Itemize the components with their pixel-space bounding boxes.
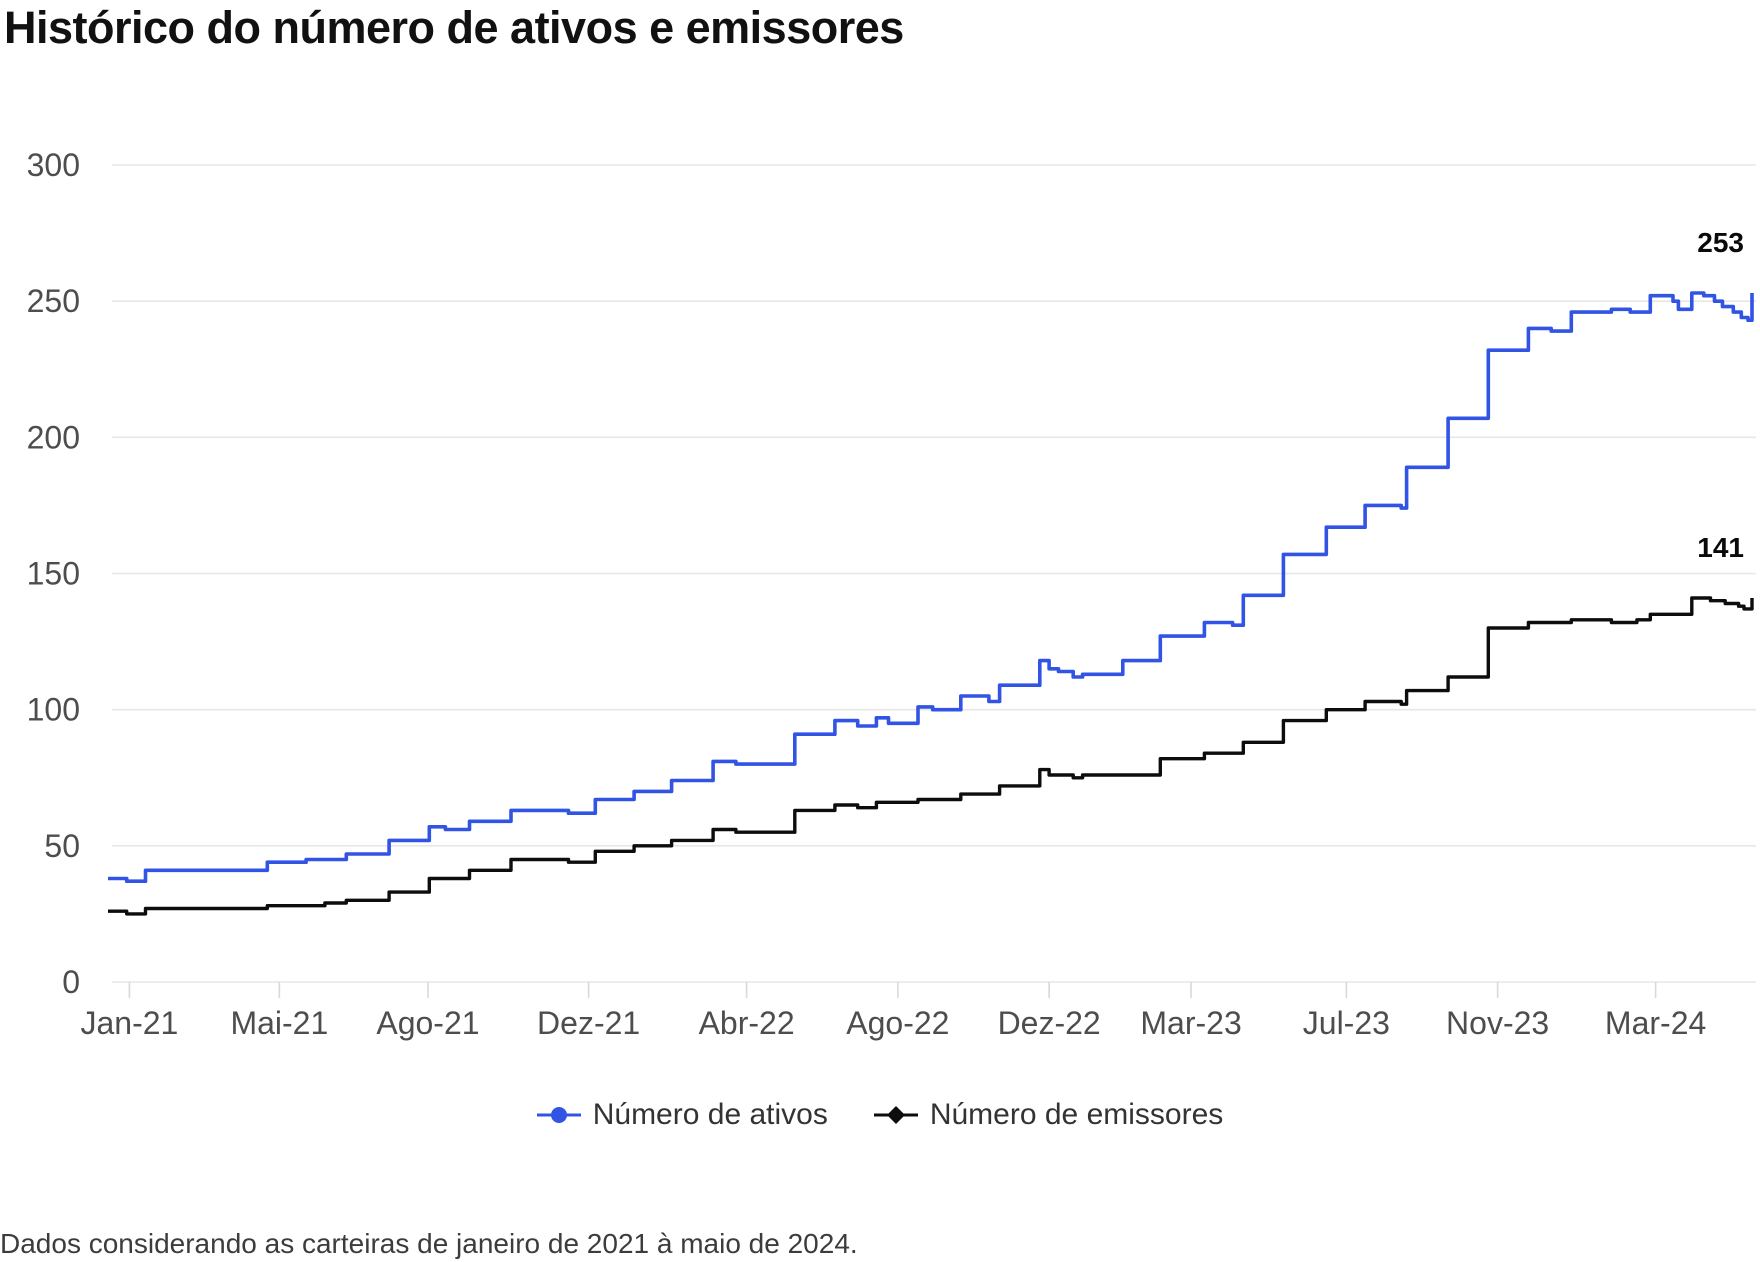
x-tick-label: Jul-23 — [1303, 1005, 1390, 1041]
series-line-emissores — [108, 596, 1754, 916]
x-tick-label: Ago-21 — [376, 1005, 479, 1041]
diamond-marker-icon — [873, 1106, 918, 1124]
y-tick-label: 100 — [27, 692, 80, 728]
y-tick-label: 300 — [27, 147, 80, 183]
legend-item-emissores[interactable]: Número de emissores — [873, 1098, 1224, 1132]
y-tick-label: 50 — [44, 828, 80, 864]
chart-legend: Número de ativos Número de emissores — [0, 1098, 1760, 1132]
y-tick-label: 200 — [27, 419, 80, 455]
legend-label: Número de emissores — [929, 1098, 1224, 1131]
chart-title: Histórico do número de ativos e emissore… — [4, 2, 904, 53]
legend-item-ativos[interactable]: Número de ativos — [536, 1098, 828, 1132]
x-tick-label: Abr-22 — [699, 1005, 795, 1041]
legend-label: Número de ativos — [592, 1098, 828, 1131]
series-line-ativos — [108, 291, 1754, 883]
series-end-label: 253 — [1697, 227, 1744, 258]
x-tick-label: Mar-24 — [1605, 1005, 1706, 1041]
x-tick-label: Mar-23 — [1140, 1005, 1241, 1041]
x-tick-label: Dez-22 — [998, 1005, 1101, 1041]
x-tick-label: Nov-23 — [1446, 1005, 1549, 1041]
y-tick-label: 250 — [27, 283, 80, 319]
chart-footnote: Dados considerando as carteiras de janei… — [0, 1228, 858, 1259]
y-tick-label: 0 — [62, 964, 80, 1000]
x-tick-label: Ago-22 — [846, 1005, 949, 1041]
x-tick-label: Jan-21 — [80, 1005, 178, 1041]
circle-marker-icon — [536, 1107, 581, 1123]
x-tick-label: Dez-21 — [537, 1005, 640, 1041]
series-end-label: 141 — [1697, 532, 1744, 563]
y-tick-label: 150 — [27, 556, 80, 592]
x-tick-label: Mai-21 — [230, 1005, 328, 1041]
